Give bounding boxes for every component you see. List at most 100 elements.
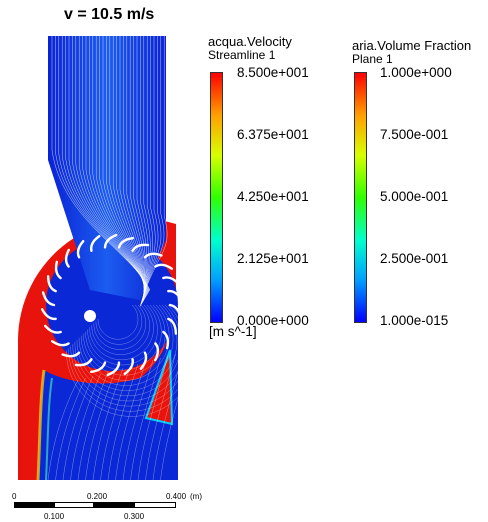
runner-blade xyxy=(168,303,183,319)
runner-blade xyxy=(64,248,70,268)
runner-blade xyxy=(40,308,57,321)
streamline xyxy=(137,355,169,480)
runner-hub xyxy=(84,310,96,322)
streamline xyxy=(66,304,197,417)
streamline xyxy=(70,304,189,407)
fraction-legend-subtitle: Plane 1 xyxy=(352,52,393,66)
streamline xyxy=(87,304,158,366)
velocity-colorbar xyxy=(210,72,223,323)
scale-label-300: 0.300 xyxy=(124,512,145,521)
fraction-legend: aria.Volume Fraction Plane 1 xyxy=(352,38,471,66)
scale-label-400: 0.400 xyxy=(166,492,187,501)
streamline xyxy=(130,357,161,480)
scale-segment xyxy=(54,502,94,508)
velocity-unit: [m s^-1] xyxy=(209,324,257,339)
runner-blade xyxy=(162,330,170,350)
runner-blade xyxy=(139,351,148,370)
streamline xyxy=(77,371,109,480)
streamline xyxy=(85,369,116,480)
inlet-chute xyxy=(48,36,166,300)
streamline xyxy=(100,365,131,480)
velocity-tick-label: 8.500e+001 xyxy=(237,65,309,80)
streamline xyxy=(89,304,154,361)
streamline xyxy=(97,304,139,340)
scale-segment xyxy=(14,502,54,508)
velocity-tick-label: 0.000e+000 xyxy=(237,313,309,328)
runner-blade xyxy=(154,342,160,362)
fraction-legend-title: aria.Volume Fraction xyxy=(352,38,472,53)
runner-blade xyxy=(74,358,93,367)
scale-segment xyxy=(94,502,134,508)
runner-blade xyxy=(103,233,118,249)
streamline xyxy=(140,36,162,306)
streamline xyxy=(89,36,147,296)
streamline xyxy=(95,36,147,297)
runner-blade xyxy=(90,361,107,374)
streamline xyxy=(107,363,139,480)
velocity-legend-subtitle: Streamline 1 xyxy=(208,48,276,62)
velocity-tick-label: 6.375e+001 xyxy=(237,127,309,142)
scale-label-0: 0 xyxy=(12,492,17,501)
scale-segment xyxy=(134,502,176,508)
streamline xyxy=(145,353,176,480)
streamline xyxy=(139,36,168,307)
streamline xyxy=(80,304,170,381)
streamline xyxy=(82,36,148,295)
streamline xyxy=(95,304,143,345)
streamline xyxy=(68,304,193,412)
streamline xyxy=(140,36,159,306)
air-pocket xyxy=(144,349,174,426)
runner-blade xyxy=(90,234,101,252)
streamline xyxy=(122,359,154,480)
runner-blade xyxy=(167,317,178,335)
streamline xyxy=(70,373,101,480)
fraction-tick-label: 5.000e-001 xyxy=(380,189,449,204)
scale-label-100: 0.100 xyxy=(44,512,65,521)
runner-blade xyxy=(41,291,56,307)
streamline xyxy=(141,36,151,304)
velocity-legend: acqua.Velocity Streamline 1 xyxy=(208,34,292,62)
streamline xyxy=(141,36,156,305)
scale-bar: 0 0.200 0.400 (m) 0.100 0.300 xyxy=(0,480,230,522)
streamline xyxy=(141,36,153,305)
fraction-tick-label: 1.000e+000 xyxy=(380,65,452,80)
streamline xyxy=(74,304,182,397)
runner-blade xyxy=(143,252,163,259)
runner-blade xyxy=(54,260,62,280)
fraction-tick-label: 1.000e-015 xyxy=(380,313,449,328)
velocity-legend-title: acqua.Velocity xyxy=(208,34,292,49)
streamline xyxy=(72,304,185,402)
streamline xyxy=(160,349,191,480)
streamlines xyxy=(40,36,197,480)
runner-blade xyxy=(61,351,81,358)
streamline xyxy=(140,36,165,307)
runner-blade xyxy=(167,289,184,302)
streamline xyxy=(152,351,184,480)
streamline xyxy=(62,375,94,480)
runner-blade xyxy=(131,243,150,252)
fraction-tick-label: 7.500e-001 xyxy=(380,127,449,142)
streamline xyxy=(92,367,124,480)
runner-blade xyxy=(46,275,57,293)
streamline xyxy=(83,304,166,376)
streamline xyxy=(115,361,146,480)
runner-blade xyxy=(43,324,62,334)
scale-unit: (m) xyxy=(190,492,202,501)
runner-blade xyxy=(50,340,70,347)
velocity-tick-label: 4.250e+001 xyxy=(237,189,309,204)
runner-blade xyxy=(162,276,181,286)
runner-blade xyxy=(106,361,121,377)
streamline xyxy=(85,304,162,371)
streamline xyxy=(93,304,146,350)
streamline xyxy=(92,36,147,297)
streamline xyxy=(91,304,150,355)
streamline xyxy=(55,377,86,480)
fraction-tick-label: 2.500e-001 xyxy=(380,251,449,266)
simulation-title: v = 10.5 m/s xyxy=(64,6,155,23)
fraction-colorbar xyxy=(354,72,367,323)
runner-blade xyxy=(154,263,174,270)
scale-label-200: 0.200 xyxy=(87,492,108,501)
velocity-tick-label: 2.125e+001 xyxy=(237,251,309,266)
streamline xyxy=(47,379,79,480)
runner-blade xyxy=(123,358,134,376)
